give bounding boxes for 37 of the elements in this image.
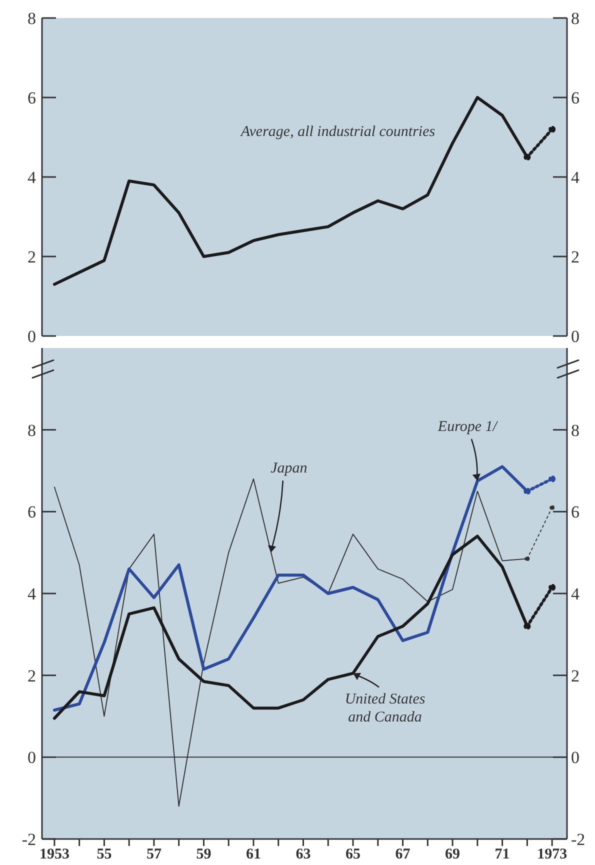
annotation: Europe 1/ (436, 418, 499, 435)
y-tick-label: 0 (28, 327, 36, 346)
y2-tick-label: 4 (571, 168, 580, 188)
y2-tick-label: 6 (571, 502, 580, 522)
y2-tick-label: 4 (571, 584, 580, 604)
x-tick-label: 67 (395, 846, 411, 863)
series-label: Average, all industrial countries (240, 124, 436, 140)
y2-tick-label: 8 (571, 420, 580, 440)
y2-tick-label: 2 (571, 666, 580, 686)
y-tick-label: 6 (28, 88, 36, 108)
y2-tick-label: 6 (571, 88, 580, 108)
y2-tick-label: 8 (571, 9, 580, 28)
x-tick-label: 61 (246, 846, 261, 863)
y-tick-label: 6 (28, 502, 36, 522)
x-tick-label: 59 (196, 846, 212, 863)
y-tick-label: 0 (28, 748, 36, 768)
annotation: Japan (270, 460, 308, 477)
y-tick-label: 4 (28, 584, 36, 604)
x-tick-label: 65 (346, 846, 361, 863)
y2-tick-label: 0 (571, 327, 580, 346)
y-tick-label: 8 (28, 420, 36, 440)
y-tick-label: -2 (22, 830, 36, 850)
x-tick-label: 69 (445, 846, 460, 863)
y2-tick-label: 2 (571, 248, 580, 267)
y-tick-label: 4 (28, 168, 36, 188)
y-tick-label: 8 (28, 9, 36, 28)
x-tick-label: 55 (96, 846, 112, 863)
y2-tick-label: -2 (571, 830, 586, 850)
x-tick-label: 1973 (537, 846, 568, 863)
x-tick-label: 1953 (39, 846, 70, 863)
y-tick-label: 2 (28, 248, 36, 267)
y2-tick-label: 0 (571, 748, 580, 768)
x-tick-label: 71 (494, 846, 510, 863)
x-tick-label: 63 (296, 846, 311, 863)
annotation: United States and Canada (344, 691, 426, 726)
x-tick-label: 57 (146, 846, 162, 863)
y-tick-label: 2 (28, 666, 36, 686)
